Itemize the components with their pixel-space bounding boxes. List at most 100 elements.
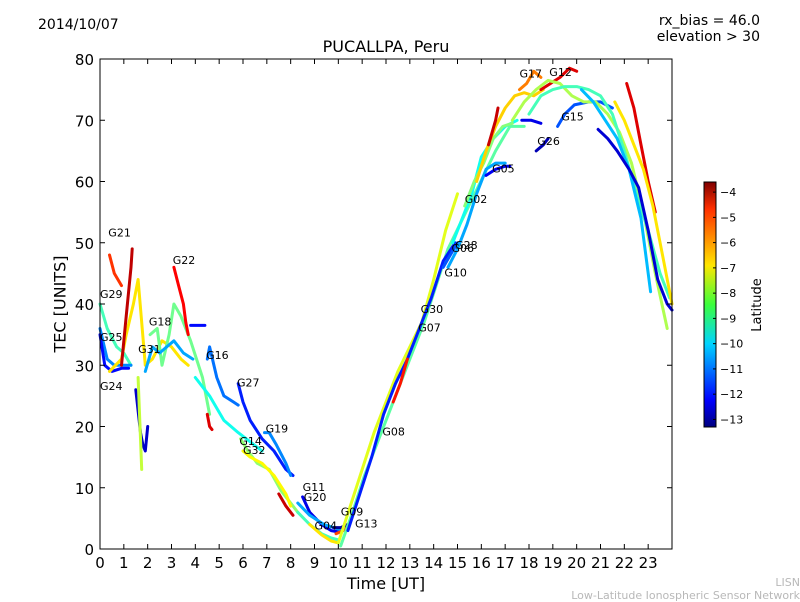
y-tick-label: 40	[75, 296, 94, 314]
x-tick-label: 10	[329, 554, 348, 572]
date-label: 2014/10/07	[38, 17, 119, 33]
colorbar-ticks: −4 −5 −6 −7 −8 −9 −10 −11 −12 −13	[713, 186, 743, 426]
series-label-g21: G21	[108, 227, 131, 240]
series-label-g15: G15	[561, 110, 584, 123]
series-line-g28	[451, 118, 519, 245]
series-label-g22: G22	[173, 254, 196, 267]
series-label-g32: G32	[243, 444, 266, 457]
series-line-g19	[263, 431, 293, 477]
series-line-g24	[98, 333, 131, 373]
x-tick-label: 7	[262, 554, 272, 572]
x-tick-label: 6	[238, 554, 248, 572]
series-line-m01	[193, 376, 264, 453]
series-label-g02: G02	[465, 193, 488, 206]
series-line-g02	[463, 121, 514, 208]
series-line-r02	[205, 412, 214, 432]
series-line-g16	[205, 345, 240, 407]
series-line-y02	[308, 523, 340, 545]
series-label-g25: G25	[100, 331, 123, 344]
colorbar-tick-label: −5	[720, 211, 736, 224]
series-label-g18: G18	[149, 315, 172, 328]
colorbar-tick-label: −4	[720, 186, 736, 199]
series-line-g17	[518, 69, 543, 92]
series-line-g06	[446, 161, 507, 269]
series-label-g05: G05	[492, 162, 515, 175]
x-tick-label: 18	[519, 554, 538, 572]
series-line-g08	[336, 192, 459, 545]
series-line-l01	[136, 376, 144, 471]
x-tick-label: 1	[119, 554, 129, 572]
x-tick-label: 3	[167, 554, 177, 572]
plot-frame	[99, 58, 673, 550]
series-label-g19: G19	[266, 423, 289, 436]
y-tick-label: 70	[75, 112, 94, 130]
x-tick-label: 0	[95, 554, 105, 572]
y-tick-label: 20	[75, 419, 94, 437]
colorbar-tick-label: −10	[720, 338, 743, 351]
colorbar-tick-label: −9	[720, 312, 736, 325]
elevation-label: elevation > 30	[656, 29, 760, 45]
series-label-g08: G08	[382, 426, 405, 439]
colorbar-label: Latitude	[750, 278, 765, 332]
series-line-g30	[346, 241, 457, 533]
y-tick-label: 80	[75, 51, 94, 69]
series-line-g12	[539, 66, 579, 92]
x-tick-label: 16	[472, 554, 491, 572]
series-label-g11: G11	[303, 481, 326, 494]
x-tick-label: 14	[424, 554, 443, 572]
x-tick-label: 4	[191, 554, 201, 572]
footer-credit: LISN Low-Latitude Ionospheric Sensor Net…	[571, 576, 800, 602]
axes: 0 1 2 3 4 5 6 7 8 9 10 11 12 13 14 15 16 17 18 19 20 21 22 2301…	[75, 51, 672, 572]
series-line-r03	[277, 492, 295, 517]
x-tick-label: 13	[400, 554, 419, 572]
series-label-g12: G12	[549, 66, 572, 79]
series-line-g15	[556, 100, 614, 128]
series-line-o01	[391, 357, 409, 404]
series-line-g07	[339, 124, 526, 548]
x-tick-label: 12	[376, 554, 395, 572]
series-label-g26: G26	[537, 135, 560, 148]
series-line-b03	[520, 118, 543, 125]
colorbar-tick-label: −12	[720, 388, 743, 401]
x-axis-label: Time [UT]	[346, 574, 426, 593]
colorbar-tick-label: −6	[720, 237, 736, 250]
series-line-g36	[596, 127, 674, 312]
chart-title: PUCALLPA, Peru	[322, 37, 450, 56]
series-line-g22	[172, 265, 190, 337]
x-tick-label: 15	[448, 554, 467, 572]
colorbar-tick-label: −7	[720, 262, 736, 275]
x-tick-label: 5	[214, 554, 224, 572]
y-tick-label: 30	[75, 357, 94, 375]
colorbar	[703, 181, 717, 428]
series-line-g01	[510, 78, 669, 330]
y-tick-label: 10	[75, 480, 94, 498]
series-line-g29	[98, 302, 133, 367]
x-tick-label: 19	[543, 554, 562, 572]
series-label-g20: G20	[304, 491, 327, 504]
x-tick-label: 9	[310, 554, 320, 572]
colorbar-tick-label: −13	[720, 413, 743, 426]
series-line-r01	[120, 247, 134, 367]
footer-network: Low-Latitude Ionospheric Sensor Network	[571, 589, 800, 602]
series-label-g30: G30	[421, 303, 444, 316]
series-label-g27: G27	[237, 377, 260, 390]
colorbar-tick-label: −11	[720, 363, 743, 376]
series-line-g21	[108, 253, 123, 288]
series-label-g31: G31	[138, 343, 161, 356]
series-line-g35	[579, 88, 653, 294]
series-labels: G21G29G25G24G18G31G22G16G27G14G32G19G11G…	[100, 66, 584, 532]
series-line-r04	[487, 106, 500, 147]
x-tick-label: 21	[591, 554, 610, 572]
series-line-g18	[148, 302, 212, 416]
x-tick-label: 17	[496, 554, 515, 572]
footer-lisn: LISN	[775, 576, 800, 589]
series-line-g26	[534, 137, 550, 153]
series-label-g28: G28	[455, 239, 478, 252]
series-label-g14: G14	[239, 435, 262, 448]
series-label-g07: G07	[418, 322, 441, 335]
y-tick-label: 60	[75, 174, 94, 192]
series-label-g17: G17	[520, 67, 543, 80]
series-label-g04: G04	[315, 519, 338, 532]
x-tick-label: 2	[143, 554, 153, 572]
